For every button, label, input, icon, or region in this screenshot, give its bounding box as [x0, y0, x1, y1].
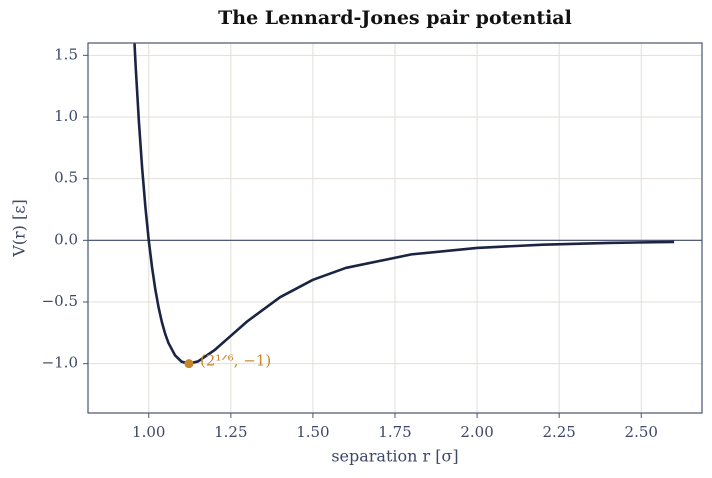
- y-tick-label: −0.5: [42, 292, 78, 310]
- annotation-point: [184, 359, 194, 369]
- annotation-label: (2¹ᐟ⁶, −1): [200, 352, 271, 370]
- x-axis-label: separation r [σ]: [331, 447, 458, 466]
- x-tick-label: 2.25: [542, 423, 575, 441]
- y-tick-label: 0.5: [54, 169, 78, 187]
- y-tick-label: 0.0: [54, 230, 78, 248]
- x-tick-label: 2.50: [625, 423, 658, 441]
- y-tick-label: −1.0: [42, 354, 78, 372]
- x-tick-label: 2.00: [460, 423, 493, 441]
- grid: [88, 43, 702, 413]
- plot-area: [88, 43, 702, 365]
- x-tick-label: 1.00: [132, 423, 165, 441]
- y-axis-label: V(r) [ε]: [10, 199, 29, 258]
- y-tick-label: 1.0: [54, 107, 78, 125]
- x-tick-label: 1.50: [296, 423, 329, 441]
- y-tick-label: 1.5: [54, 45, 78, 63]
- line-series: [133, 43, 675, 365]
- x-tick-label: 1.75: [378, 423, 411, 441]
- x-tick-label: 1.25: [214, 423, 247, 441]
- chart-title: The Lennard-Jones pair potential: [218, 7, 572, 29]
